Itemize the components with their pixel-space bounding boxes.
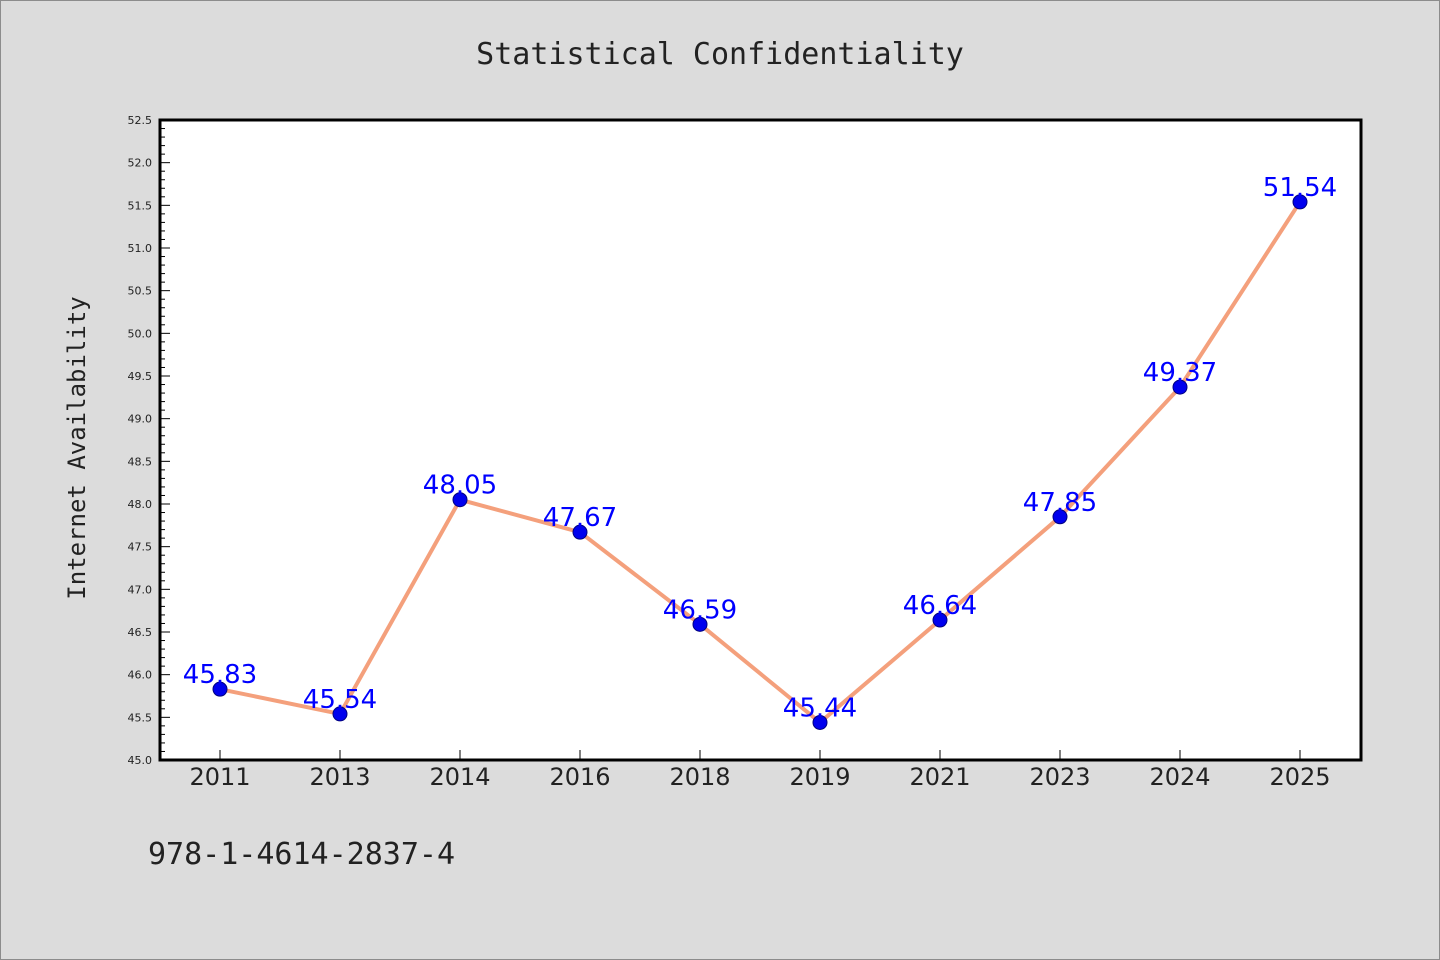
x-tick-label: 2025 (1269, 763, 1330, 791)
x-tick-label: 2018 (669, 763, 730, 791)
series-line (218, 199, 1302, 725)
x-tick-label: 2023 (1029, 763, 1090, 791)
y-tick-label: 50.0 (128, 327, 153, 340)
x-axis-ticks: 2011 2013 2014 2016 2018 2019 2021 2023 2024 2025 (189, 750, 1331, 791)
data-point (452, 492, 468, 508)
y-axis-label: Internet Availability (63, 296, 91, 599)
series-layer (212, 194, 1308, 730)
y-tick-label: 52.5 (128, 114, 153, 127)
y-tick-label: 45.5 (128, 711, 153, 724)
data-label: 47.67 (543, 503, 617, 533)
x-tick-label: 2013 (309, 763, 370, 791)
data-point (332, 706, 348, 722)
y-tick-label: 47.0 (128, 583, 153, 596)
data-point (932, 612, 948, 628)
y-tick-label: 50.5 (128, 285, 153, 298)
y-tick-label: 48.0 (128, 498, 153, 511)
data-label: 47.85 (1023, 488, 1097, 518)
data-label: 45.54 (303, 685, 377, 715)
data-label: 45.83 (183, 660, 257, 690)
y-tick-label: 46.5 (128, 626, 153, 639)
plot-area (158, 118, 1363, 762)
y-tick-label: 45.0 (128, 754, 153, 767)
y-tick-label: 48.5 (128, 455, 153, 468)
y-tick-label: 47.5 (128, 541, 153, 554)
data-label: 46.64 (903, 591, 977, 621)
data-label: 48.05 (423, 471, 497, 501)
y-tick-label: 51.5 (128, 199, 153, 212)
data-label: 45.44 (783, 693, 857, 723)
data-point (212, 681, 228, 697)
data-point (812, 714, 828, 730)
y-axis-ticks: 45.0 45.5 46.0 46.5 47.0 47.5 48.0 48.5 49.0 49.5… (128, 114, 170, 767)
data-point (1292, 194, 1308, 210)
data-point (1052, 509, 1068, 525)
chart-title: Statistical Confidentiality (476, 37, 964, 72)
footer-isbn: 978-1-4614-2837-4 (148, 837, 455, 872)
y-tick-label: 49.0 (128, 413, 153, 426)
data-point (692, 616, 708, 632)
x-tick-label: 2014 (429, 763, 490, 791)
data-label: 49.37 (1143, 358, 1217, 388)
data-point (1172, 379, 1188, 395)
y-tick-label: 49.5 (128, 370, 153, 383)
y-tick-label: 51.0 (128, 242, 153, 255)
data-point (572, 524, 588, 540)
x-tick-label: 2024 (1149, 763, 1210, 791)
x-tick-label: 2019 (789, 763, 850, 791)
x-tick-label: 2021 (909, 763, 970, 791)
data-label: 51.54 (1263, 173, 1337, 203)
data-labels-layer: 45.83 45.54 48.05 47.67 46.59 45.44 46.64 47.85… (183, 173, 1337, 724)
y-tick-label: 46.0 (128, 669, 153, 682)
x-tick-label: 2016 (549, 763, 610, 791)
data-label: 46.59 (663, 595, 737, 625)
x-tick-label: 2011 (189, 763, 250, 791)
y-tick-label: 52.0 (128, 157, 153, 170)
